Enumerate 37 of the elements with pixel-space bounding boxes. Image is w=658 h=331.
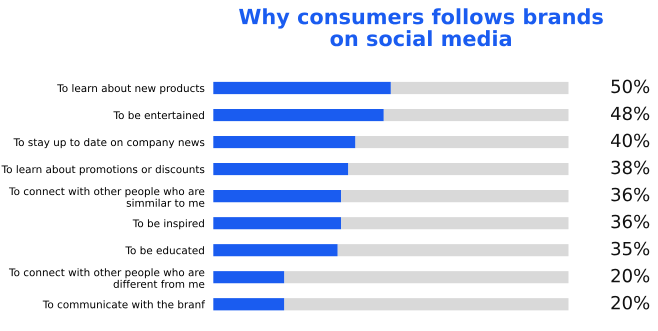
bar	[213, 108, 384, 122]
y-tick-label: To connect with other people who are different from me	[8, 268, 204, 288]
data-label: 20%	[611, 296, 650, 310]
bar	[338, 244, 569, 256]
bar	[213, 271, 284, 284]
data-label: 20%	[611, 268, 650, 282]
data-label: 40%	[610, 134, 650, 148]
bar	[348, 163, 569, 176]
data-label: 35%	[611, 242, 650, 256]
bar	[213, 163, 348, 176]
bar	[341, 190, 569, 202]
data-label: 50%	[612, 80, 650, 94]
bar	[384, 108, 569, 122]
data-label: 38%	[611, 160, 650, 174]
chart-title: Why consumers follows brands on social media	[239, 8, 603, 46]
data-label: 36%	[611, 188, 650, 202]
bar	[213, 244, 338, 256]
y-tick-label: To be educated	[125, 246, 204, 254]
y-tick-label: To learn about promotions or discounts	[2, 165, 204, 176]
data-label: 36%	[611, 214, 650, 228]
bar	[213, 136, 356, 148]
data-label: 48%	[610, 106, 650, 120]
bar	[284, 298, 569, 310]
y-tick-label: To stay up to date on company news	[14, 138, 204, 148]
y-tick-label: To communicate with the branf	[42, 300, 206, 308]
bar	[284, 271, 569, 284]
y-tick-label: To learn about new products	[57, 84, 204, 94]
y-tick-label: To be inspired	[132, 219, 204, 230]
bar	[355, 136, 569, 148]
bar	[213, 298, 284, 310]
bar	[341, 217, 569, 230]
bar	[213, 217, 342, 230]
y-tick-label: To connect with other people who are simmilar to me	[8, 187, 204, 207]
bar	[390, 82, 569, 94]
y-tick-label: To be entertained	[113, 111, 204, 120]
bar	[213, 82, 391, 94]
bar	[213, 190, 342, 202]
